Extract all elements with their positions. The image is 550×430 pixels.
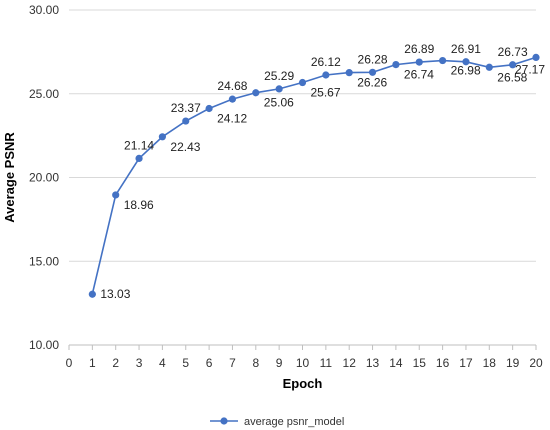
data-point (158, 133, 166, 141)
x-tick-label: 12 (343, 356, 357, 370)
x-tick-label: 0 (66, 356, 73, 370)
data-label: 23.37 (171, 101, 201, 115)
x-tick-label: 3 (136, 356, 143, 370)
data-label: 25.29 (264, 69, 294, 83)
data-label: 26.73 (498, 45, 528, 59)
data-point (439, 56, 447, 65)
legend: average psnr_model (210, 416, 344, 428)
data-label: 26.74 (404, 68, 434, 82)
x-tick-label: 4 (159, 356, 166, 370)
data-label: 21.14 (124, 138, 154, 152)
data-point (252, 89, 260, 97)
y-tick-label: 10.00 (29, 338, 59, 352)
series-layer (88, 53, 540, 298)
data-label: 22.43 (170, 140, 200, 154)
legend-label: average psnr_model (244, 416, 344, 428)
data-label: 26.12 (311, 55, 341, 69)
x-tick-label: 11 (320, 356, 333, 370)
y-tick-label: 20.00 (29, 171, 59, 185)
x-tick-label: 18 (483, 356, 497, 370)
x-tick-label: 14 (389, 356, 403, 370)
x-tick-label: 20 (529, 356, 543, 370)
data-label: 13.03 (100, 287, 130, 301)
data-point (415, 58, 423, 66)
data-label: 24.68 (217, 79, 247, 93)
x-tick-label: 5 (182, 356, 189, 370)
legend-point-marker (220, 417, 228, 425)
data-labels: 13.03 18.96 21.14 22.43 23.37 24.12 24.68 25.06… (100, 42, 545, 301)
data-point (532, 53, 540, 62)
data-point (462, 58, 470, 66)
data-label: 24.12 (217, 111, 247, 125)
y-tick-label: 15.00 (29, 254, 59, 268)
data-point (485, 63, 493, 71)
data-label: 26.89 (404, 42, 434, 56)
data-label: 25.67 (311, 86, 341, 100)
y-tick-label: 25.00 (29, 87, 59, 101)
x-tick-label: 17 (459, 356, 473, 370)
data-point (112, 191, 120, 199)
y-tick-label: 30.00 (29, 3, 59, 17)
data-label: 26.98 (451, 64, 481, 78)
data-point (182, 117, 190, 125)
data-label: 25.06 (264, 96, 294, 110)
data-label: 26.28 (358, 52, 388, 66)
x-tick-label: 16 (436, 356, 450, 370)
data-point (322, 71, 330, 79)
x-tick-label: 8 (252, 356, 259, 370)
x-tick-label: 1 (89, 356, 96, 370)
x-tick-label: 10 (296, 356, 310, 370)
y-axis-title: Average PSNR (2, 132, 17, 223)
x-tick-label: 2 (112, 356, 119, 370)
data-label: 27.17 (515, 62, 545, 76)
x-tick-label: 19 (506, 356, 520, 370)
data-point (509, 61, 517, 69)
data-point (205, 104, 213, 113)
data-label: 18.96 (124, 198, 154, 212)
series-line (91, 56, 537, 295)
data-point (392, 61, 400, 69)
data-point (135, 154, 143, 163)
data-point (298, 78, 307, 87)
data-point (345, 69, 353, 77)
x-tick-label: 9 (276, 356, 283, 370)
x-tick-label: 7 (229, 356, 236, 370)
data-point (228, 95, 237, 103)
data-point (275, 85, 283, 93)
x-tick-label: 6 (206, 356, 213, 370)
x-axis-title: Epoch (283, 376, 323, 391)
data-point (368, 68, 377, 76)
data-label: 26.91 (451, 42, 481, 56)
data-label: 26.58 (497, 70, 527, 84)
x-tick-label: 15 (413, 356, 427, 370)
x-tick-label: 13 (366, 356, 380, 370)
data-point (88, 290, 96, 298)
data-label: 26.26 (357, 76, 387, 90)
gridlines (69, 9, 536, 262)
